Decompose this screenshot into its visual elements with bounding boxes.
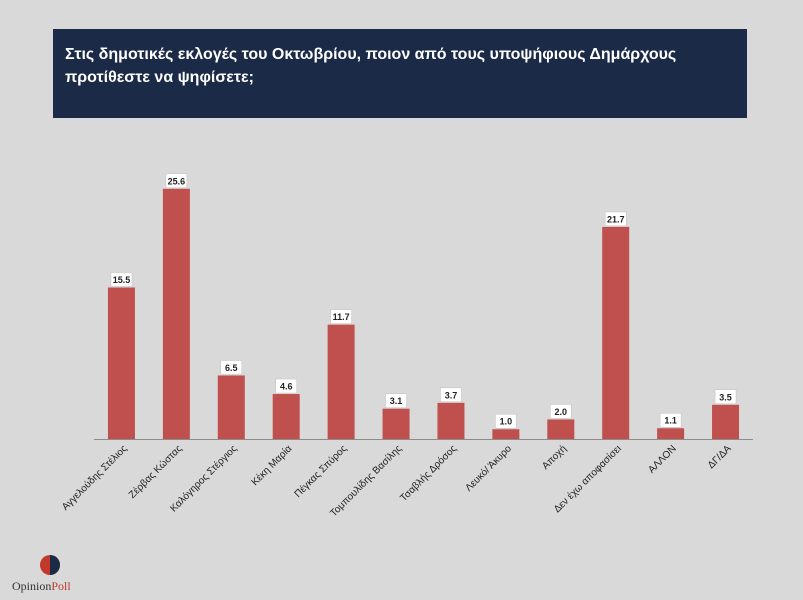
- category-label: Ζέρβας Κώστας: [126, 443, 184, 501]
- bar: [712, 404, 740, 439]
- data-label: 4.6: [280, 382, 293, 392]
- opinionpoll-logo-icon: [40, 555, 60, 575]
- data-label-box: [550, 404, 572, 419]
- bar: [547, 419, 575, 439]
- data-label: 3.7: [445, 390, 458, 400]
- bar: [327, 324, 355, 439]
- brand-poll: Poll: [51, 579, 71, 593]
- data-label: 6.5: [225, 363, 238, 373]
- bar: [107, 287, 135, 439]
- category-label: Πέγκας Σπύρος: [292, 443, 349, 500]
- data-label-box: [440, 387, 462, 403]
- data-label: 1.1: [664, 416, 677, 426]
- category-label: Τσαβλής Δρόσος: [398, 443, 460, 505]
- data-label: 2.0: [555, 407, 568, 417]
- data-label: 3.5: [719, 392, 732, 402]
- data-label-box: [220, 360, 243, 375]
- data-label-box: [110, 272, 133, 287]
- data-label: 1.0: [500, 417, 513, 427]
- data-label-box: [275, 378, 297, 394]
- data-label: 21.7: [607, 214, 625, 224]
- category-label: ΔΓ/ΔΑ: [706, 443, 734, 471]
- brand-opinion: Opinion: [12, 579, 52, 593]
- category-label: Λευκό/ Άκυρο: [463, 442, 515, 494]
- data-label-box: [495, 413, 517, 429]
- bar: [437, 402, 465, 439]
- data-label-box: [385, 393, 407, 408]
- category-label: Αγγελούδης Στέλιος: [59, 443, 129, 513]
- data-label: 25.6: [168, 176, 186, 186]
- bar: [382, 408, 410, 439]
- bar: [162, 188, 190, 439]
- bar: [492, 429, 520, 439]
- bar: [602, 226, 630, 439]
- data-label-box: [714, 389, 737, 405]
- data-label: 11.7: [333, 312, 350, 322]
- data-label-box: [165, 173, 188, 189]
- bar: [217, 375, 245, 439]
- data-label-box: [659, 412, 682, 428]
- data-label: 3.1: [390, 396, 403, 406]
- data-label: 15.5: [113, 275, 131, 285]
- data-label-box: [330, 309, 352, 324]
- category-label: Αποχή: [540, 443, 569, 472]
- bar: [657, 428, 685, 439]
- data-label-box: [604, 211, 627, 227]
- chart-title: Στις δημοτικές εκλογές του Οκτωβρίου, πο…: [53, 29, 747, 118]
- bar: [272, 394, 300, 439]
- category-label: ΑΛΛΟΝ: [646, 443, 678, 475]
- category-label: Κέκη Μαρία: [249, 442, 295, 488]
- brand-name: OpinionPoll: [12, 579, 71, 594]
